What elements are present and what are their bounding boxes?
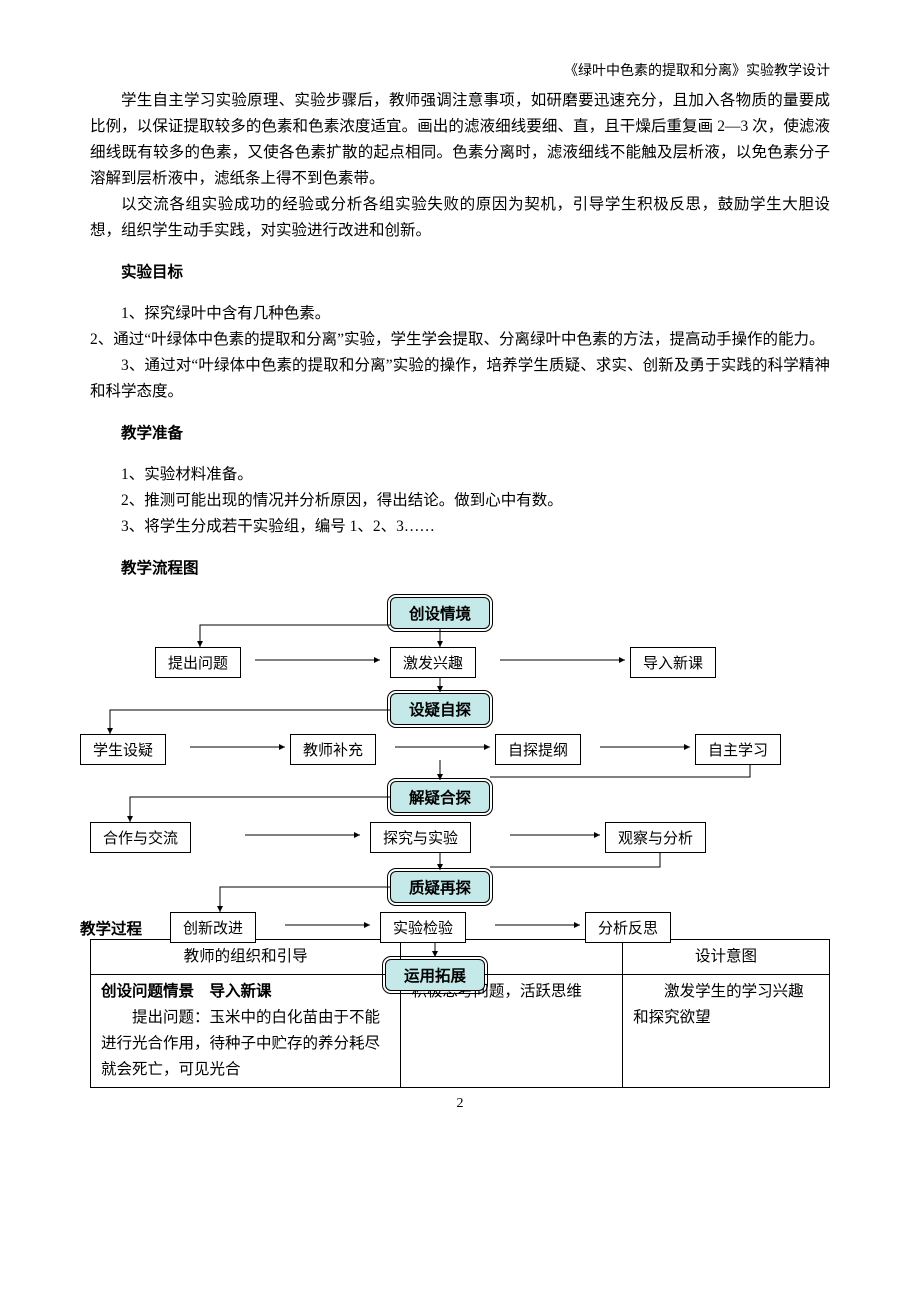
goal-1: 1、探究绿叶中含有几种色素。 [90,301,830,327]
node-analyze-reflect: 分析反思 [585,912,671,943]
node-student-question: 学生设疑 [80,734,166,765]
stage-apply-extend: 运用拓展 [385,959,485,991]
stage-question-explore: 设疑自探 [390,693,490,725]
prep-2: 2、推测可能出现的情况并分析原因，得出结论。做到心中有数。 [90,488,830,514]
node-explore-outline: 自探提纲 [495,734,581,765]
stage-create-context: 创设情境 [390,597,490,629]
flowchart: 创设情境 提出问题 激发兴趣 导入新课 设疑自探 学生设疑 教师补充 自探提纲 … [90,597,830,1037]
section-prep-title: 教学准备 [90,421,830,447]
node-experiment-verify: 实验检验 [380,912,466,943]
stage-doubt-reexplore: 质疑再探 [390,871,490,903]
prep-3: 3、将学生分成若干实验组，编号 1、2、3…… [90,514,830,540]
node-innovate-improve: 创新改进 [170,912,256,943]
node-coop-discuss: 合作与交流 [90,822,191,853]
node-stimulate-interest: 激发兴趣 [390,647,476,678]
paragraph-1: 学生自主学习实验原理、实验步骤后，教师强调注意事项，如研磨要迅速充分，且加入各物… [90,88,830,192]
node-intro-lesson: 导入新课 [630,647,716,678]
stage-resolve-explore: 解疑合探 [390,781,490,813]
node-raise-question: 提出问题 [155,647,241,678]
prep-1: 1、实验材料准备。 [90,462,830,488]
section-flow-title: 教学流程图 [90,556,830,582]
node-teacher-supplement: 教师补充 [290,734,376,765]
paragraph-2: 以交流各组实验成功的经验或分析各组实验失败的原因为契机，引导学生积极反思，鼓励学… [90,192,830,244]
label-teaching-process: 教学过程 [80,917,142,939]
page-number: 2 [90,1096,830,1112]
section-goals-title: 实验目标 [90,260,830,286]
goal-3: 3、通过对“叶绿体中色素的提取和分离”实验的操作，培养学生质疑、求实、创新及勇于… [90,353,830,405]
goal-2: 2、通过“叶绿体中色素的提取和分离”实验，学生学会提取、分离绿叶中色素的方法，提… [90,327,830,353]
page-header: 《绿叶中色素的提取和分离》实验教学设计 [90,60,830,80]
node-observe-analyze: 观察与分析 [605,822,706,853]
node-self-study: 自主学习 [695,734,781,765]
node-inquiry-experiment: 探究与实验 [370,822,471,853]
